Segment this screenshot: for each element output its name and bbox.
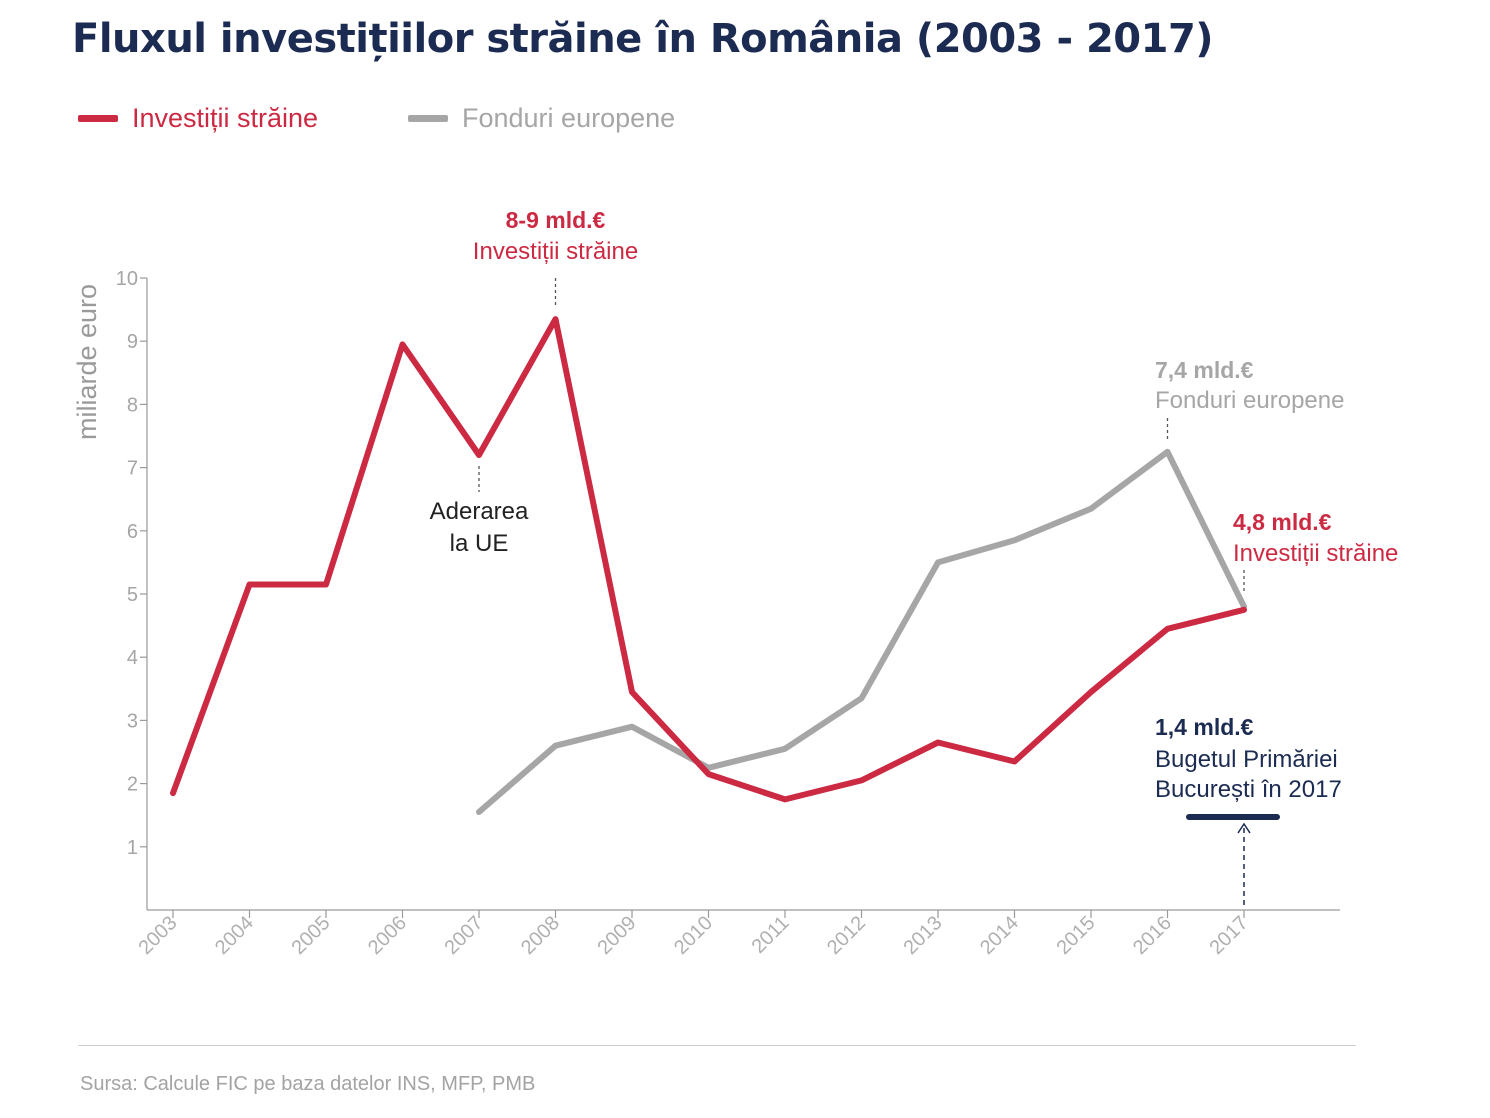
x-tick-label: 2008 bbox=[517, 912, 564, 959]
fdi-2017-label: Investiții străine bbox=[1233, 540, 1398, 567]
legend-label-eu-funds: Fonduri europene bbox=[462, 102, 676, 133]
y-tick-label: 8 bbox=[127, 394, 138, 416]
y-tick-label: 6 bbox=[127, 521, 138, 543]
eu-funds-2016-value: 7,4 mld.€ bbox=[1155, 357, 1254, 383]
eu-accession-label: la UE bbox=[450, 530, 509, 557]
x-tick-label: 2007 bbox=[441, 912, 488, 959]
peak-2008-value: 8-9 mld.€ bbox=[506, 207, 606, 233]
x-tick-label: 2015 bbox=[1053, 912, 1100, 959]
fdi-2017-value: 4,8 mld.€ bbox=[1233, 509, 1332, 535]
series-line-foreign-investment bbox=[170, 316, 1247, 803]
y-tick-label: 5 bbox=[127, 584, 138, 606]
x-tick-label: 2012 bbox=[823, 912, 870, 959]
x-tick-label: 2006 bbox=[364, 912, 411, 959]
peak-2008-label: Investiții străine bbox=[473, 238, 638, 265]
chart-title: Fluxul investițiilor străine în România … bbox=[72, 16, 1214, 62]
line-chart: 1 2 3 4 5 6 7 8 9 10 miliarde euro 2003 2004 2005 2006… bbox=[72, 207, 1398, 959]
legend-swatch-red bbox=[78, 114, 118, 122]
legend-item-eu-funds: Fonduri europene bbox=[408, 98, 675, 138]
y-tick-label: 10 bbox=[116, 268, 138, 290]
y-tick-label: 9 bbox=[127, 331, 138, 353]
x-tick-label: 2004 bbox=[211, 912, 258, 959]
y-tick-label: 7 bbox=[127, 458, 138, 480]
budget-2017-value: 1,4 mld.€ bbox=[1155, 714, 1254, 740]
budget-2017-arrowhead bbox=[1237, 822, 1251, 834]
x-tick-label: 2003 bbox=[135, 912, 182, 959]
series-line-eu-funds bbox=[476, 448, 1247, 815]
x-tick-label: 2011 bbox=[748, 912, 794, 958]
source-note: Sursa: Calcule FIC pe baza datelor INS, … bbox=[80, 1073, 536, 1095]
x-tick-label: 2010 bbox=[670, 912, 717, 959]
eu-accession-label: Aderarea bbox=[430, 498, 529, 525]
legend-label-foreign-investment: Investiții străine bbox=[132, 102, 319, 133]
x-tick-label: 2013 bbox=[900, 912, 947, 959]
eu-funds-2016-label: Fonduri europene bbox=[1155, 387, 1344, 414]
budget-2017-label: București în 2017 bbox=[1155, 776, 1342, 803]
budget-2017-label: Bugetul Primăriei bbox=[1155, 746, 1338, 773]
x-tick-label: 2016 bbox=[1129, 912, 1176, 959]
x-tick-label: 2014 bbox=[976, 912, 1023, 959]
x-tick-label: 2017 bbox=[1206, 912, 1253, 959]
y-tick-label: 1 bbox=[127, 837, 138, 859]
x-tick-label: 2005 bbox=[288, 912, 335, 959]
y-tick-label: 2 bbox=[127, 774, 138, 796]
y-axis-title: miliarde euro bbox=[72, 284, 102, 440]
legend-swatch-gray bbox=[408, 114, 448, 122]
y-tick-label: 3 bbox=[127, 710, 138, 732]
footer-divider bbox=[78, 1045, 1356, 1046]
legend-item-foreign-investment: Investiții străine bbox=[78, 98, 318, 138]
y-tick-label: 4 bbox=[127, 647, 138, 669]
x-tick-label: 2009 bbox=[594, 912, 641, 959]
